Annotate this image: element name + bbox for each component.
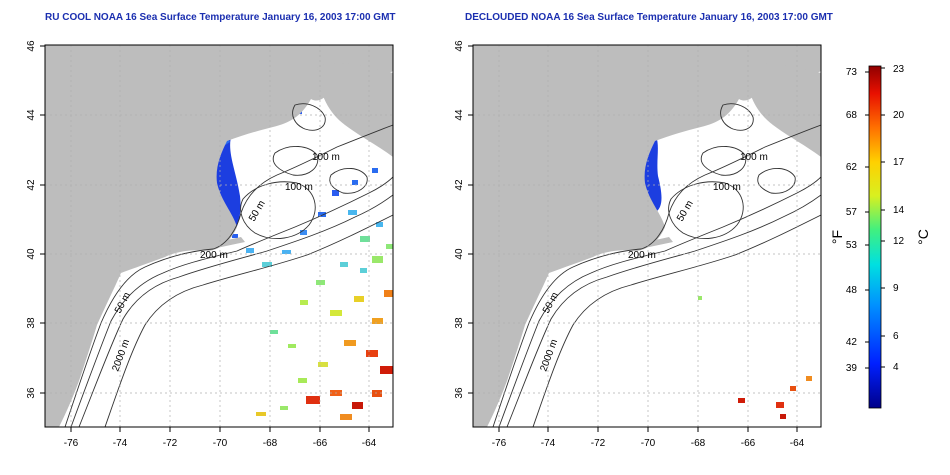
left-graticule — [45, 45, 393, 427]
left-contour-label-100m-b: 100 m — [285, 182, 313, 193]
left-y-tick-36: 36 — [26, 387, 37, 399]
colorbar-f-tick-57: 57 — [846, 207, 858, 218]
colorbar-f-tick-39: 39 — [846, 363, 858, 374]
left-map-panel: 100 m 100 m 50 m 200 m 50 m 2000 m -76 -… — [26, 40, 394, 449]
right-x-tick-72: -72 — [591, 438, 606, 449]
colorbar-c-tick-4: 4 — [893, 362, 899, 373]
left-x-tick-70: -70 — [213, 438, 228, 449]
right-x-tick-70: -70 — [641, 438, 656, 449]
left-x-tick-72: -72 — [163, 438, 178, 449]
right-map-panel: 100 m 100 m 50 m 200 m 50 m 2000 m -76 -… — [454, 40, 822, 449]
left-x-tick-76: -76 — [64, 438, 79, 449]
right-graticule — [473, 45, 821, 427]
left-y-tick-46: 46 — [26, 40, 37, 52]
left-x-tick-66: -66 — [313, 438, 328, 449]
colorbar-c-tick-20: 20 — [893, 110, 905, 121]
right-contour-label-200m: 200 m — [628, 250, 656, 261]
colorbar-gradient — [868, 65, 882, 409]
left-contour-label-100m-a: 100 m — [312, 152, 340, 163]
right-y-tick-38: 38 — [454, 317, 465, 329]
colorbar-f-tick-73: 73 — [846, 67, 858, 78]
colorbar-f-tick-48: 48 — [846, 285, 858, 296]
colorbar-celsius-label: °C — [915, 229, 931, 245]
right-contour-label-100m-b: 100 m — [713, 182, 741, 193]
left-map-title: RU COOL NOAA 16 Sea Surface Temperature … — [45, 12, 396, 23]
right-contour-label-100m-a: 100 m — [740, 152, 768, 163]
left-y-tick-42: 42 — [26, 179, 37, 191]
left-map-frame — [44, 44, 394, 428]
colorbar-c-tick-9: 9 — [893, 283, 899, 294]
right-y-tick-36: 36 — [454, 387, 465, 399]
left-contour-label-200m: 200 m — [200, 250, 228, 261]
right-y-tick-42: 42 — [454, 179, 465, 191]
colorbar-c-tick-14: 14 — [893, 205, 905, 216]
temperature-colorbar: 73 68 62 57 53 48 42 39 23 20 17 14 12 9… — [829, 64, 931, 409]
right-map-title: DECLOUDED NOAA 16 Sea Surface Temperatur… — [465, 12, 833, 23]
right-y-tick-40: 40 — [454, 248, 465, 260]
right-x-tick-66: -66 — [741, 438, 756, 449]
colorbar-c-tick-6: 6 — [893, 331, 899, 342]
colorbar-fahrenheit-label: °F — [829, 230, 845, 244]
right-x-tick-64: -64 — [790, 438, 805, 449]
right-x-tick-74: -74 — [541, 438, 556, 449]
right-y-tick-44: 44 — [454, 109, 465, 121]
right-map-frame — [472, 44, 822, 428]
colorbar-f-tick-68: 68 — [846, 110, 858, 121]
left-y-tick-44: 44 — [26, 109, 37, 121]
left-x-tick-68: -68 — [263, 438, 278, 449]
right-x-tick-68: -68 — [691, 438, 706, 449]
colorbar-f-tick-42: 42 — [846, 337, 858, 348]
right-x-tick-76: -76 — [492, 438, 507, 449]
left-y-tick-38: 38 — [26, 317, 37, 329]
colorbar-f-tick-62: 62 — [846, 162, 858, 173]
left-y-tick-40: 40 — [26, 248, 37, 260]
right-y-tick-46: 46 — [454, 40, 465, 52]
colorbar-c-tick-12: 12 — [893, 236, 905, 247]
left-x-tick-74: -74 — [113, 438, 128, 449]
colorbar-c-tick-17: 17 — [893, 157, 905, 168]
colorbar-c-tick-23: 23 — [893, 64, 905, 75]
colorbar-f-tick-53: 53 — [846, 240, 858, 251]
left-x-tick-64: -64 — [362, 438, 377, 449]
